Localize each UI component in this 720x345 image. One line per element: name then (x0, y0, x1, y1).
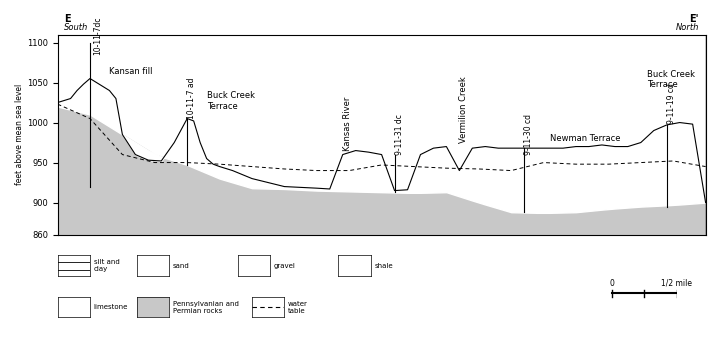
Text: Vermilion Creek: Vermilion Creek (459, 76, 469, 142)
Text: 1/2 mile: 1/2 mile (661, 279, 693, 288)
Text: South: South (64, 23, 89, 32)
Y-axis label: feet above mean sea level: feet above mean sea level (15, 84, 24, 185)
Text: Kansan fill: Kansan fill (109, 67, 153, 76)
Text: 9-11-30 cd: 9-11-30 cd (524, 114, 534, 155)
Text: shale: shale (374, 263, 393, 269)
Text: 9-11-31 dc: 9-11-31 dc (395, 114, 404, 155)
Text: gravel: gravel (274, 263, 295, 269)
Text: Buck Creek
Terrace: Buck Creek Terrace (207, 91, 255, 110)
Text: Buck Creek
Terrace: Buck Creek Terrace (647, 70, 696, 89)
Text: E': E' (690, 14, 699, 24)
Text: limestone: limestone (94, 304, 128, 310)
Text: Kansas River: Kansas River (343, 96, 352, 150)
Text: North: North (676, 23, 699, 32)
Text: E: E (64, 14, 71, 24)
Text: silt and
clay: silt and clay (94, 259, 120, 272)
Text: sand: sand (173, 263, 189, 269)
Text: 10-11-7 ad: 10-11-7 ad (187, 77, 196, 119)
Text: Newman Terrace: Newman Terrace (550, 134, 621, 142)
Text: Pennsylvanian and
Permian rocks: Pennsylvanian and Permian rocks (173, 300, 238, 314)
Text: water
table: water table (288, 300, 308, 314)
Text: 9-11-19 cd: 9-11-19 cd (667, 83, 676, 124)
Text: 0: 0 (610, 279, 614, 288)
Text: 10-11-7dc: 10-11-7dc (94, 16, 102, 55)
